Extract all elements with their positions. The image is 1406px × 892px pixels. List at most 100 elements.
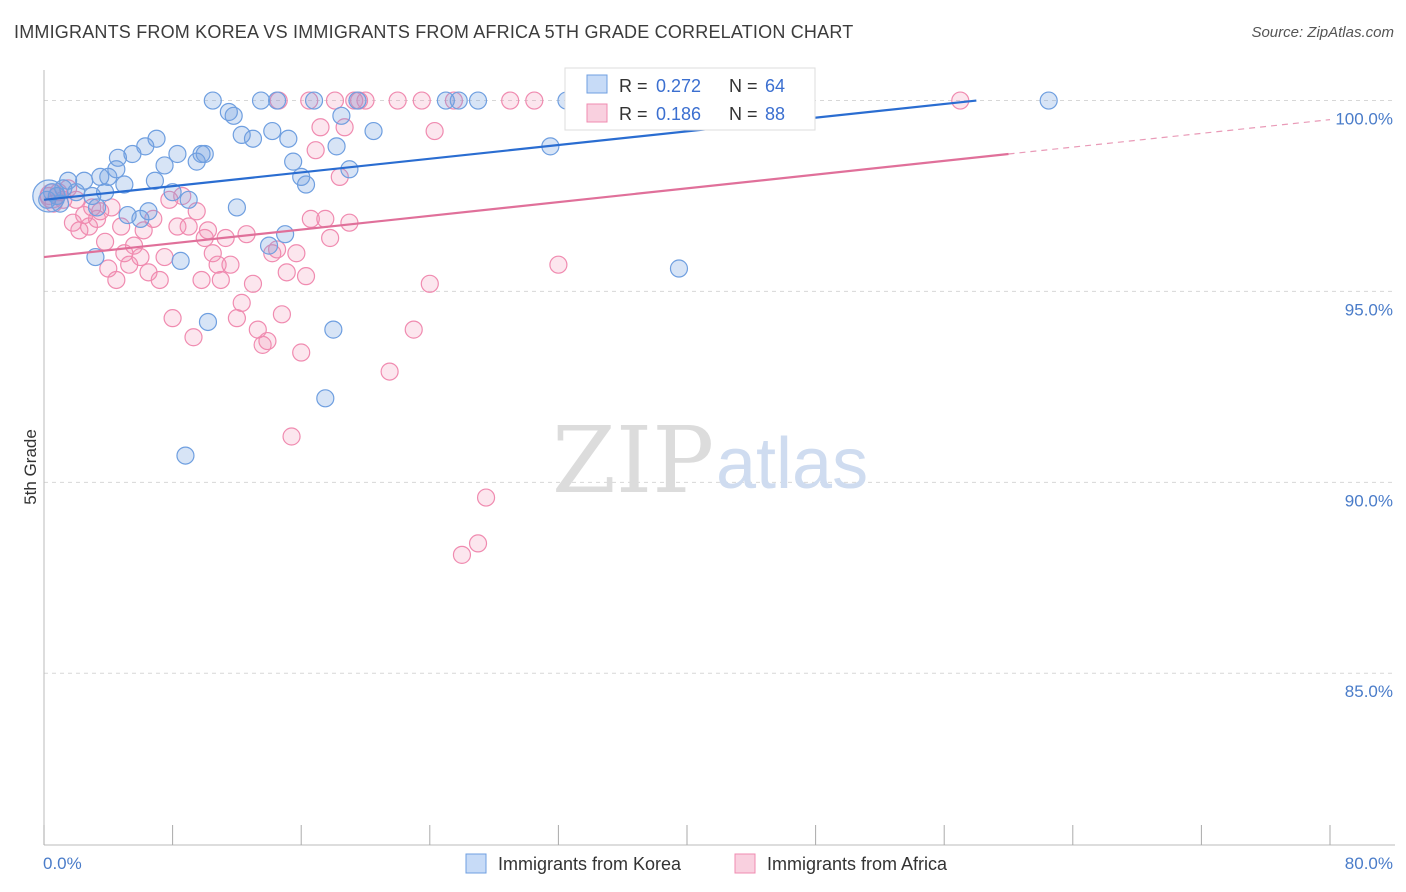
korea-point-50 xyxy=(327,137,346,156)
africa-point-45 xyxy=(243,274,263,293)
africa-point-71 xyxy=(404,320,423,339)
africa-point-60 xyxy=(316,209,335,228)
trend-layer xyxy=(43,99,1331,259)
korea-point-48 xyxy=(316,389,335,408)
africa-point-78 xyxy=(476,488,496,507)
korea-point-27 xyxy=(179,190,198,209)
africa-point-62 xyxy=(325,91,345,110)
korea-point-9 xyxy=(87,198,107,217)
africa-point-41 xyxy=(221,255,240,274)
africa-point-51 xyxy=(272,305,292,324)
y-tick-label-2: 90.0% xyxy=(1345,491,1393,510)
grid-layer xyxy=(44,100,1395,674)
legend-korea-label: Immigrants from Korea xyxy=(498,854,682,874)
chart-source: Source: ZipAtlas.com xyxy=(1251,24,1394,41)
africa-point-43 xyxy=(232,293,251,312)
korea-point-57 xyxy=(468,91,488,110)
legend-africa-swatch xyxy=(734,853,756,874)
korea-point-23 xyxy=(155,156,174,175)
stats-korea-n-label: N = xyxy=(729,76,758,96)
africa-point-69 xyxy=(380,362,399,381)
africa-point-38 xyxy=(208,255,227,274)
legend-africa-label: Immigrants from Africa xyxy=(767,854,948,874)
africa-point-73 xyxy=(420,274,439,293)
korea-point-31 xyxy=(198,312,218,332)
africa-point-80 xyxy=(525,91,544,110)
korea-point-34 xyxy=(224,106,243,125)
korea-point-61 xyxy=(1039,91,1058,110)
watermark-zip: ZIP xyxy=(552,407,714,514)
korea-point-25 xyxy=(168,144,187,164)
y-tick-label-1: 95.0% xyxy=(1345,300,1393,319)
korea-point-37 xyxy=(243,129,263,148)
korea-point-46 xyxy=(296,175,316,194)
korea-point-43 xyxy=(279,129,298,148)
korea-point-53 xyxy=(348,91,367,110)
stats-korea-r-value: 0.272 xyxy=(656,76,701,96)
africa-point-26 xyxy=(155,247,174,267)
africa-point-76 xyxy=(452,545,472,564)
korea-point-52 xyxy=(340,160,359,179)
korea-point-24 xyxy=(163,183,182,202)
africa-point-58 xyxy=(306,141,325,160)
korea-point-62 xyxy=(176,446,195,465)
korea-point-56 xyxy=(449,91,468,110)
stats-korea-r-label: R = xyxy=(619,76,648,96)
africa-point-15 xyxy=(102,198,121,217)
stats-africa-n-label: N = xyxy=(729,104,758,124)
africa-point-70 xyxy=(388,91,407,110)
korea-point-42 xyxy=(276,225,295,244)
korea-point-20 xyxy=(139,202,158,221)
stats-africa-n-value: 88 xyxy=(765,104,785,124)
korea-point-15 xyxy=(115,175,134,194)
africa-point-77 xyxy=(468,534,488,553)
africa-trend-extension xyxy=(1008,119,1331,155)
series-korea-points xyxy=(32,91,1058,465)
korea-point-32 xyxy=(203,91,222,110)
korea-point-cluster xyxy=(32,179,66,213)
africa-point-56 xyxy=(296,267,316,286)
africa-point-21 xyxy=(131,247,150,267)
korea-point-35 xyxy=(227,198,246,217)
africa-point-34 xyxy=(192,270,211,290)
africa-point-48 xyxy=(258,331,277,351)
x-tick-label-min: 0.0% xyxy=(43,854,82,873)
chart-title: IMMIGRANTS FROM KOREA VS IMMIGRANTS FROM… xyxy=(14,22,854,42)
africa-point-53 xyxy=(282,427,301,446)
legend-korea-swatch xyxy=(465,853,487,874)
korea-point-38 xyxy=(251,91,271,110)
korea-point-40 xyxy=(263,121,282,141)
y-tick-label-0: 100.0% xyxy=(1335,110,1393,129)
africa-point-25 xyxy=(150,270,169,290)
africa-point-59 xyxy=(311,118,330,137)
korea-point-49 xyxy=(324,320,343,339)
africa-point-55 xyxy=(292,343,311,362)
africa-point-37 xyxy=(203,244,222,263)
bottom-legend: Immigrants from Korea Immigrants from Af… xyxy=(465,853,948,874)
stats-korea-swatch xyxy=(586,74,608,94)
korea-point-36 xyxy=(232,125,251,145)
korea-point-14 xyxy=(108,148,128,167)
africa-point-64 xyxy=(335,118,354,137)
africa-point-86 xyxy=(300,91,319,110)
africa-point-32 xyxy=(184,328,203,347)
africa-point-17 xyxy=(112,217,131,236)
africa-point-36 xyxy=(198,221,218,240)
korea-point-26 xyxy=(171,251,190,270)
korea-point-60 xyxy=(669,259,689,278)
y-tick-label-3: 85.0% xyxy=(1345,682,1393,701)
y-tick-labels: 100.0% 95.0% 90.0% 85.0% xyxy=(1335,110,1393,702)
africa-point-79 xyxy=(501,91,520,110)
y-axis-title: 5th Grade xyxy=(21,429,40,505)
africa-point-31 xyxy=(179,217,198,236)
africa-point-39 xyxy=(211,270,230,290)
korea-point-22 xyxy=(147,129,166,148)
korea-point-54 xyxy=(364,121,383,141)
stats-korea-n-value: 64 xyxy=(765,76,785,96)
korea-trend-line xyxy=(43,99,977,201)
watermark: ZIP atlas xyxy=(552,407,868,514)
africa-point-57 xyxy=(301,209,320,228)
korea-point-41 xyxy=(267,91,287,110)
korea-point-30 xyxy=(195,144,214,164)
